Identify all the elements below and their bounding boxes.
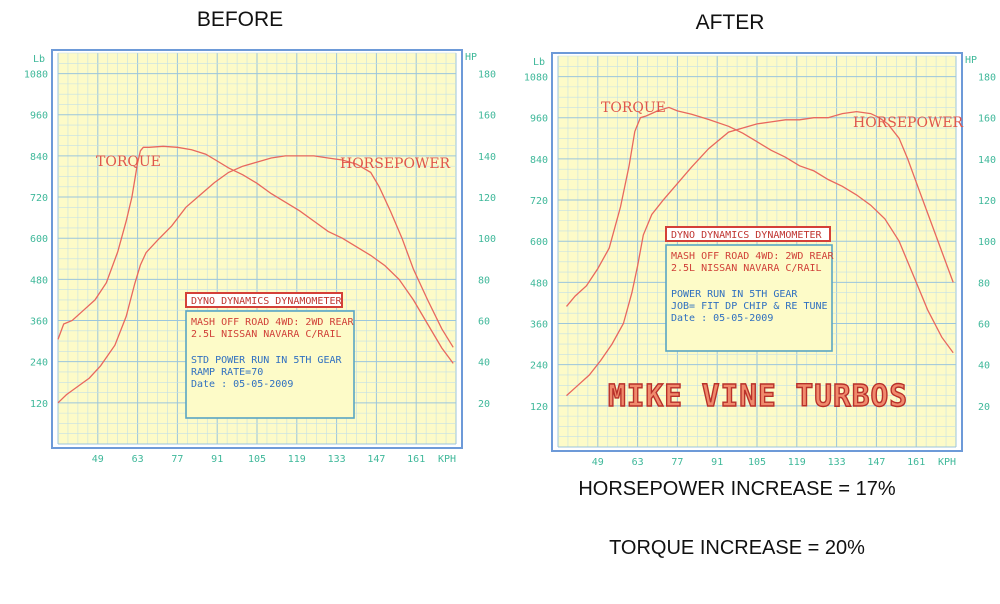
left-tick-label: 840	[30, 152, 48, 163]
torque-label: TORQUE	[96, 154, 161, 170]
left-tick-label: 600	[30, 234, 48, 245]
horsepower-line	[57, 155, 454, 404]
right-tick-label: 40	[478, 358, 490, 369]
x-tick-label: 161	[907, 457, 925, 468]
left-tick-label: 960	[530, 114, 548, 125]
right-tick-label: 40	[978, 361, 990, 372]
x-tick-label: 63	[132, 454, 144, 465]
info-box-run-line: RAMP RATE=70	[191, 367, 263, 378]
brand-watermark: MIKE VINE TURBOS	[608, 379, 908, 414]
x-tick-label: 77	[171, 454, 183, 465]
x-axis-unit: KPH	[938, 457, 956, 468]
torque-line	[57, 145, 454, 364]
left-tick-label: 840	[530, 155, 548, 166]
right-tick-label: 160	[978, 114, 996, 125]
right-tick-label: 140	[978, 155, 996, 166]
right-tick-label: 100	[978, 237, 996, 248]
before-heading: BEFORE	[196, 8, 284, 31]
left-axis-unit: Lb	[533, 57, 545, 68]
after-info-box: DYNO DYNAMICS DYNAMOMETER MASH OFF ROAD 4…	[665, 226, 835, 352]
info-box-frame	[185, 310, 355, 419]
left-tick-label: 240	[30, 358, 48, 369]
x-tick-label: 49	[592, 457, 604, 468]
x-tick-label: 49	[92, 454, 104, 465]
x-tick-label: 91	[211, 454, 223, 465]
info-box-run-line: Date : 05-05-2009	[671, 313, 773, 324]
info-box-title: DYNO DYNAMICS DYNAMOMETER	[671, 230, 822, 241]
left-axis-unit: Lb	[33, 54, 45, 65]
right-tick-label: 60	[478, 317, 490, 328]
left-tick-label: 360	[530, 320, 548, 331]
right-tick-label: 120	[978, 196, 996, 207]
after-frame	[551, 52, 963, 452]
left-tick-label: 1080	[24, 70, 48, 81]
info-box-title-frame	[185, 292, 343, 308]
info-box-title-frame	[665, 226, 831, 242]
right-axis-unit: HP	[965, 55, 977, 66]
left-tick-label: 480	[530, 278, 548, 289]
x-tick-label: 119	[288, 454, 306, 465]
left-tick-label: 240	[530, 361, 548, 372]
torque-increase-text: TORQUE INCREASE = 20%	[609, 537, 865, 559]
horsepower-label: HORSEPOWER	[340, 156, 451, 172]
horsepower-line	[566, 110, 954, 397]
info-box-vehicle-line: 2.5L NISSAN NAVARA C/RAIL	[671, 263, 822, 274]
info-box-run-line: POWER RUN IN 5TH GEAR	[671, 289, 798, 300]
right-tick-label: 80	[478, 275, 490, 286]
x-tick-label: 105	[748, 457, 766, 468]
x-tick-label: 147	[367, 454, 385, 465]
horsepower-increase-text: HORSEPOWER INCREASE = 17%	[578, 478, 896, 500]
before-chart: Lb HP KPH 49 63 77 91 105 119 133 147 161 120 240 360 4…	[24, 49, 496, 465]
before-frame	[51, 49, 463, 449]
left-tick-label: 960	[30, 111, 48, 122]
info-box-vehicle-line: MASH OFF ROAD 4WD: 2WD REAR	[191, 317, 355, 328]
x-tick-label: 63	[632, 457, 644, 468]
info-box-vehicle-line: 2.5L NISSAN NAVARA C/RAIL	[191, 329, 342, 340]
right-tick-label: 80	[978, 278, 990, 289]
info-box-title: DYNO DYNAMICS DYNAMOMETER	[191, 296, 342, 307]
x-axis-unit: KPH	[438, 454, 456, 465]
right-tick-label: 180	[478, 70, 496, 81]
right-tick-label: 60	[978, 320, 990, 331]
left-tick-label: 720	[30, 193, 48, 204]
right-tick-label: 20	[478, 399, 490, 410]
horsepower-label: HORSEPOWER	[853, 115, 964, 131]
right-tick-label: 160	[478, 111, 496, 122]
x-tick-label: 77	[671, 457, 683, 468]
left-tick-label: 720	[530, 196, 548, 207]
x-tick-label: 105	[248, 454, 266, 465]
torque-label: TORQUE	[601, 100, 666, 116]
left-tick-label: 360	[30, 317, 48, 328]
right-tick-label: 100	[478, 234, 496, 245]
left-tick-label: 480	[30, 275, 48, 286]
x-tick-label: 91	[711, 457, 723, 468]
after-chart: Lb HP KPH 49 63 77 91 105 119 133 147 161 120 240 360 4…	[524, 52, 996, 468]
left-tick-label: 120	[30, 399, 48, 410]
left-tick-label: 600	[530, 237, 548, 248]
left-tick-label: 1080	[524, 73, 548, 84]
info-box-run-line: Date : 05-05-2009	[191, 379, 293, 390]
x-tick-label: 147	[867, 457, 885, 468]
info-box-run-line: JOB= FIT DP CHIP & RE TUNE	[671, 301, 828, 312]
right-tick-label: 20	[978, 402, 990, 413]
before-info-box: DYNO DYNAMICS DYNAMOMETER MASH OFF ROAD 4…	[185, 292, 355, 419]
left-tick-label: 120	[530, 402, 548, 413]
right-tick-label: 140	[478, 152, 496, 163]
info-box-vehicle-line: MASH OFF ROAD 4WD: 2WD REAR	[671, 251, 835, 262]
before-grid	[57, 52, 457, 445]
x-tick-label: 133	[828, 457, 846, 468]
info-box-frame	[665, 244, 833, 352]
x-tick-label: 119	[788, 457, 806, 468]
right-tick-label: 120	[478, 193, 496, 204]
x-tick-label: 161	[407, 454, 425, 465]
info-box-run-line: STD POWER RUN IN 5TH GEAR	[191, 355, 342, 366]
right-axis-unit: HP	[465, 52, 477, 63]
after-heading: AFTER	[695, 11, 765, 34]
right-tick-label: 180	[978, 73, 996, 84]
x-tick-label: 133	[328, 454, 346, 465]
